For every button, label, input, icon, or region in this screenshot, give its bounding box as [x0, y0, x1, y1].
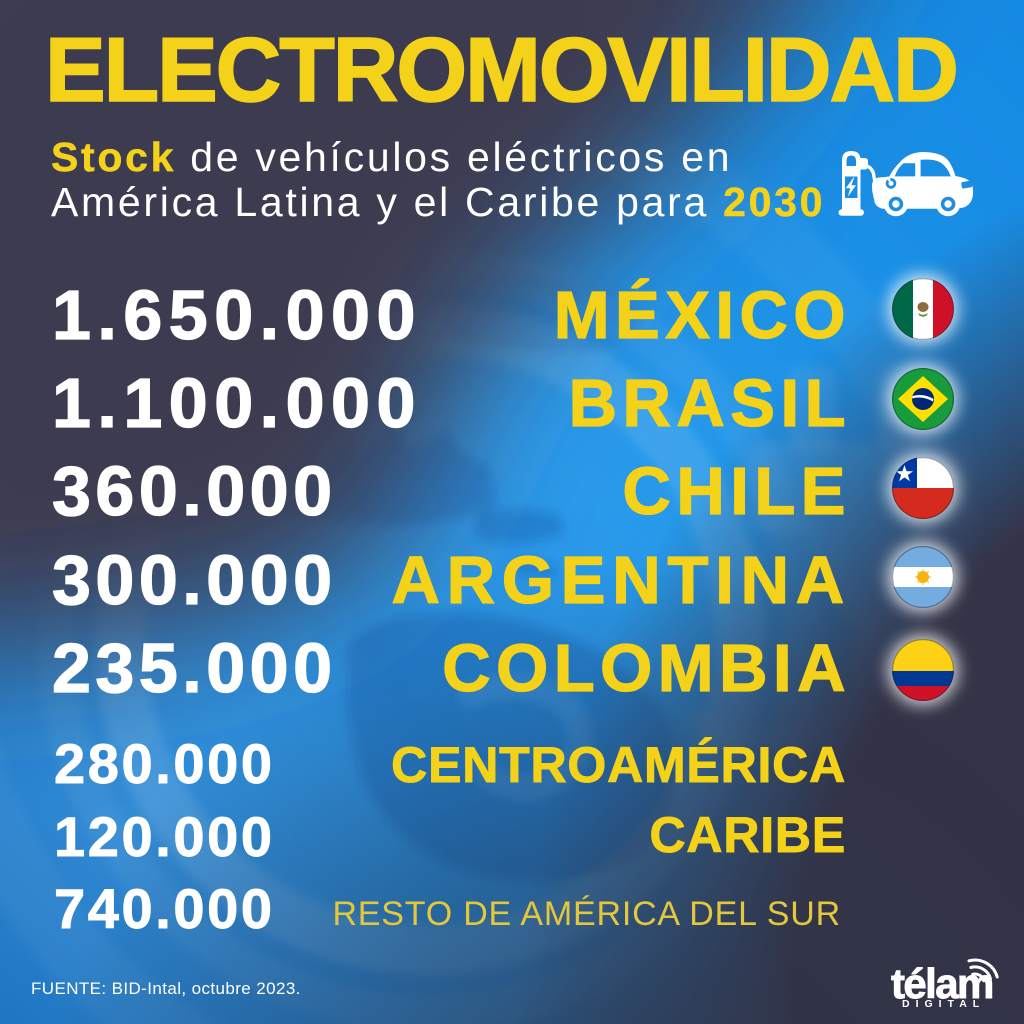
svg-text:DIGITAL: DIGITAL	[902, 998, 985, 1010]
